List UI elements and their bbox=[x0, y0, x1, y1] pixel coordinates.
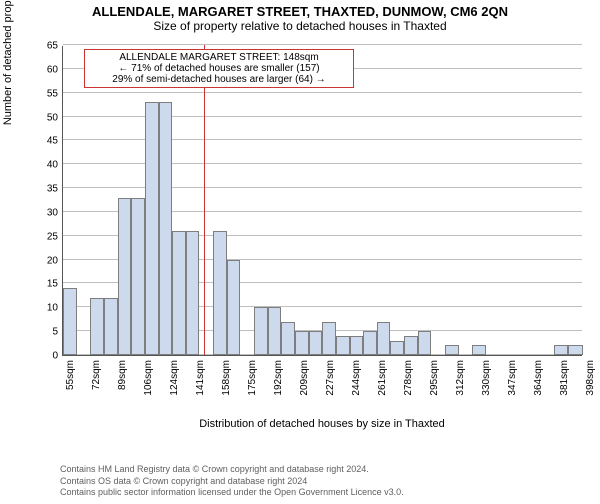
y-tick-label: 40 bbox=[2, 160, 58, 171]
footer-line: Contains public sector information licen… bbox=[60, 487, 590, 498]
y-tick-label: 10 bbox=[2, 303, 58, 314]
x-tick-label: 312sqm bbox=[455, 360, 466, 415]
x-axis: 55sqm 72sqm 89sqm 106sqm 124sqm 141sqm 158sqm 1… bbox=[62, 360, 582, 420]
x-tick-label: 261sqm bbox=[377, 360, 388, 415]
y-tick-label: 20 bbox=[2, 255, 58, 266]
histogram-bar bbox=[472, 345, 486, 355]
x-tick-label: 278sqm bbox=[403, 360, 414, 415]
x-tick-label: 141sqm bbox=[195, 360, 206, 415]
histogram-bar bbox=[227, 260, 241, 355]
histogram-bar bbox=[363, 331, 377, 355]
chart-container: ALLENDALE, MARGARET STREET, THAXTED, DUN… bbox=[0, 4, 600, 504]
x-tick-label: 209sqm bbox=[299, 360, 310, 415]
x-tick-label: 398sqm bbox=[585, 360, 596, 415]
histogram-bar bbox=[568, 345, 583, 355]
y-tick-label: 30 bbox=[2, 207, 58, 218]
x-tick-label: 175sqm bbox=[247, 360, 258, 415]
histogram-bar bbox=[159, 102, 173, 355]
histogram-bar bbox=[309, 331, 323, 355]
histogram-bar bbox=[63, 288, 77, 355]
chart-title: ALLENDALE, MARGARET STREET, THAXTED, DUN… bbox=[0, 4, 600, 19]
y-tick-label: 60 bbox=[2, 64, 58, 75]
grid-line bbox=[63, 187, 582, 188]
x-axis-title: Distribution of detached houses by size … bbox=[62, 418, 582, 430]
annotation-box: ALLENDALE MARGARET STREET: 148sqm← 71% o… bbox=[84, 49, 354, 88]
histogram-bar bbox=[254, 307, 268, 355]
grid-line bbox=[63, 116, 582, 117]
grid-line bbox=[63, 139, 582, 140]
histogram-bar bbox=[554, 345, 568, 355]
annotation-line: ← 71% of detached houses are smaller (15… bbox=[89, 63, 349, 74]
y-tick-label: 25 bbox=[2, 231, 58, 242]
grid-line bbox=[63, 163, 582, 164]
y-tick-label: 55 bbox=[2, 88, 58, 99]
annotation-line: 29% of semi-detached houses are larger (… bbox=[89, 74, 349, 85]
y-tick-label: 35 bbox=[2, 184, 58, 195]
annotation-line: ALLENDALE MARGARET STREET: 148sqm bbox=[89, 52, 349, 63]
x-tick-label: 124sqm bbox=[169, 360, 180, 415]
histogram-bar bbox=[131, 198, 145, 355]
grid-line bbox=[63, 92, 582, 93]
histogram-bar bbox=[404, 336, 418, 355]
histogram-bar bbox=[281, 322, 295, 355]
histogram-bar bbox=[377, 322, 391, 355]
x-tick-label: 89sqm bbox=[117, 360, 128, 415]
y-axis: 05101520253035404550556065 bbox=[0, 46, 58, 356]
histogram-bar bbox=[322, 322, 336, 355]
reference-line bbox=[204, 45, 205, 355]
x-tick-label: 158sqm bbox=[221, 360, 232, 415]
histogram-bar bbox=[418, 331, 432, 355]
chart-subtitle: Size of property relative to detached ho… bbox=[0, 19, 600, 33]
y-tick-label: 5 bbox=[2, 327, 58, 338]
y-tick-label: 65 bbox=[2, 41, 58, 52]
histogram-bar bbox=[104, 298, 118, 355]
x-tick-label: 192sqm bbox=[273, 360, 284, 415]
y-tick-label: 45 bbox=[2, 136, 58, 147]
x-tick-label: 244sqm bbox=[351, 360, 362, 415]
footer-line: Contains OS data © Crown copyright and d… bbox=[60, 476, 590, 487]
x-tick-label: 381sqm bbox=[559, 360, 570, 415]
histogram-bar bbox=[445, 345, 459, 355]
x-tick-label: 364sqm bbox=[533, 360, 544, 415]
histogram-bar bbox=[268, 307, 282, 355]
x-tick-label: 295sqm bbox=[429, 360, 440, 415]
x-tick-label: 347sqm bbox=[507, 360, 518, 415]
histogram-bar bbox=[213, 231, 227, 355]
footer-line: Contains HM Land Registry data © Crown c… bbox=[60, 464, 590, 475]
x-tick-label: 72sqm bbox=[91, 360, 102, 415]
grid-line bbox=[63, 44, 582, 45]
y-tick-label: 15 bbox=[2, 279, 58, 290]
histogram-bar bbox=[295, 331, 309, 355]
histogram-bar bbox=[145, 102, 159, 355]
x-tick-label: 106sqm bbox=[143, 360, 154, 415]
histogram-bar bbox=[390, 341, 404, 355]
y-tick-label: 0 bbox=[2, 351, 58, 362]
histogram-bar bbox=[118, 198, 132, 355]
histogram-bar bbox=[172, 231, 186, 355]
histogram-bar bbox=[90, 298, 104, 355]
histogram-bar bbox=[186, 231, 200, 355]
footer: Contains HM Land Registry data © Crown c… bbox=[60, 464, 590, 498]
x-tick-label: 330sqm bbox=[481, 360, 492, 415]
plot-area: ALLENDALE MARGARET STREET: 148sqm← 71% o… bbox=[62, 46, 582, 356]
x-tick-label: 227sqm bbox=[325, 360, 336, 415]
histogram-bar bbox=[350, 336, 364, 355]
y-tick-label: 50 bbox=[2, 112, 58, 123]
histogram-bar bbox=[336, 336, 350, 355]
x-tick-label: 55sqm bbox=[65, 360, 76, 415]
